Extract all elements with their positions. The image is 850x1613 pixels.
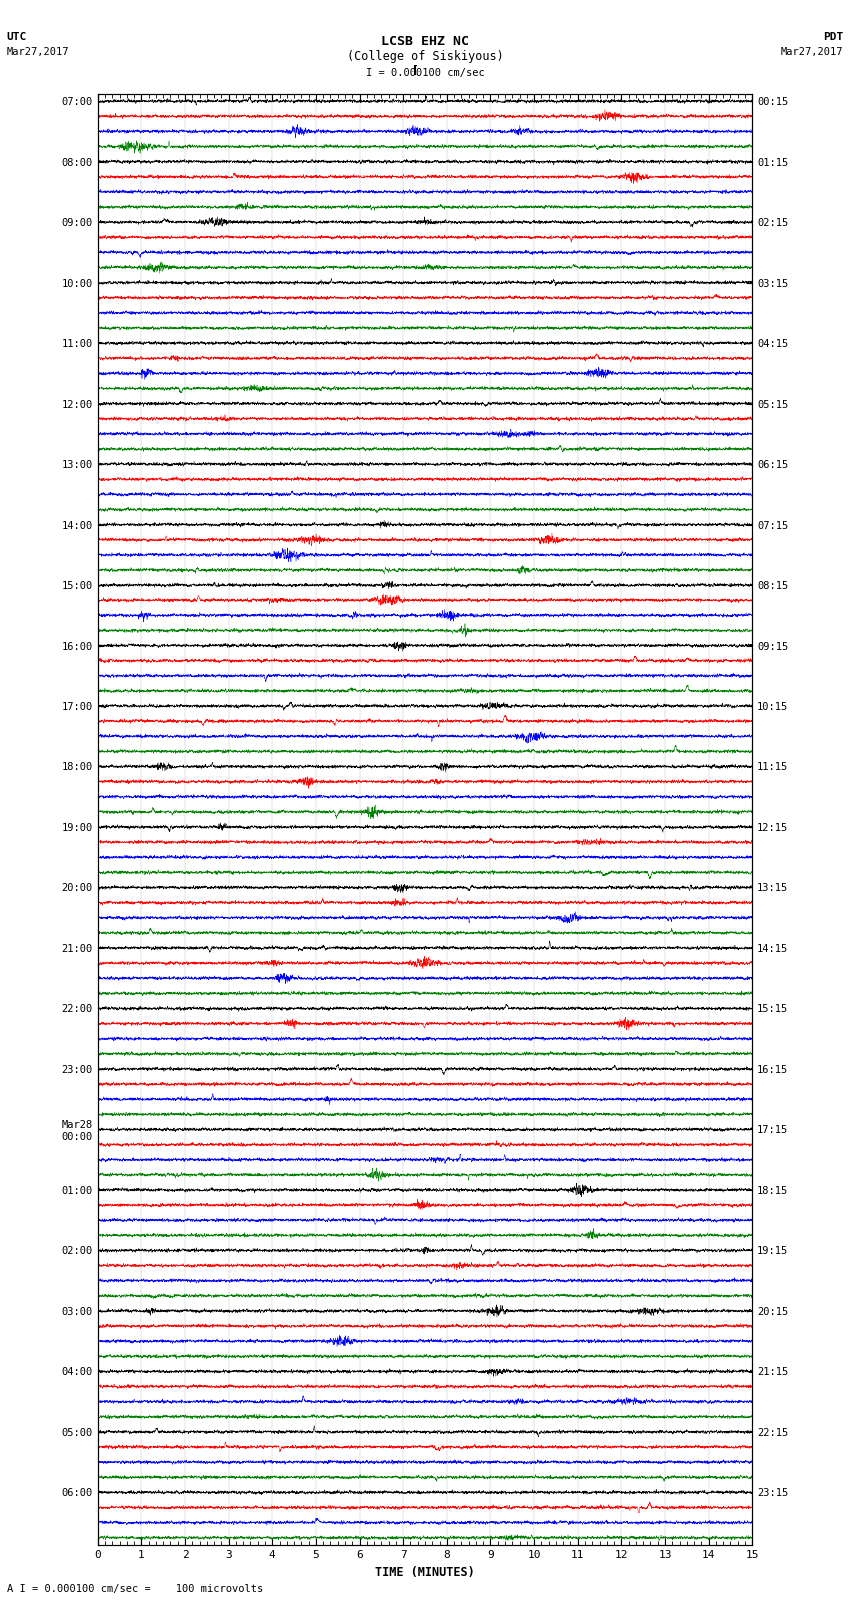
Text: LCSB EHZ NC: LCSB EHZ NC [381,35,469,48]
X-axis label: TIME (MINUTES): TIME (MINUTES) [375,1566,475,1579]
Text: PDT: PDT [823,32,843,42]
Text: (College of Siskiyous): (College of Siskiyous) [347,50,503,63]
Text: UTC: UTC [7,32,27,42]
Text: Mar27,2017: Mar27,2017 [7,47,70,56]
Text: Mar27,2017: Mar27,2017 [780,47,843,56]
Text: I = 0.000100 cm/sec: I = 0.000100 cm/sec [366,68,484,77]
Text: A I = 0.000100 cm/sec =    100 microvolts: A I = 0.000100 cm/sec = 100 microvolts [7,1584,263,1594]
